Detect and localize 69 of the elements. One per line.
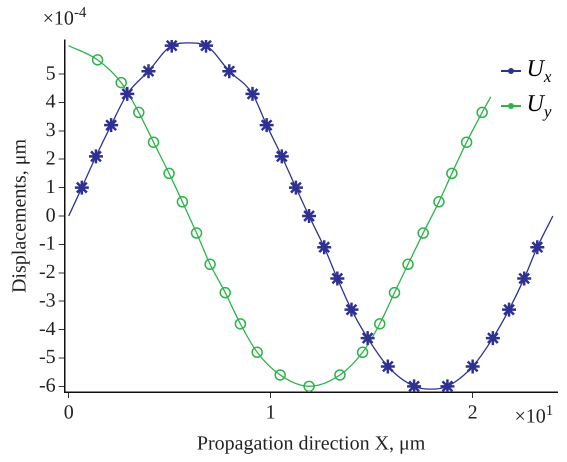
point bbox=[204, 258, 216, 270]
point bbox=[119, 86, 136, 102]
point bbox=[251, 346, 263, 358]
point bbox=[484, 330, 502, 346]
x-tick-label: 0 bbox=[64, 401, 74, 424]
y-tick-label: -5 bbox=[38, 346, 56, 368]
point bbox=[417, 227, 429, 239]
legend-label: U$_{x}$ bbox=[526, 56, 552, 87]
y-tick-label: -3 bbox=[38, 289, 56, 312]
point bbox=[334, 369, 346, 381]
y-tick-label: -2 bbox=[38, 261, 56, 284]
x-tick-label: 2 bbox=[468, 401, 478, 424]
point bbox=[92, 54, 104, 66]
point bbox=[388, 286, 400, 298]
text: ×10$^{-4}$ bbox=[42, 5, 86, 30]
point bbox=[356, 346, 368, 358]
y-tick-label: 4 bbox=[46, 90, 56, 113]
point bbox=[402, 258, 414, 270]
point bbox=[303, 380, 315, 392]
point bbox=[460, 136, 472, 148]
x-tick-label: 1 bbox=[266, 401, 276, 424]
point bbox=[529, 238, 546, 256]
point bbox=[163, 40, 180, 54]
text: ×10$^{1}$ bbox=[514, 403, 554, 428]
point bbox=[516, 270, 532, 287]
point bbox=[258, 116, 275, 134]
y-tick-label: 1 bbox=[46, 176, 56, 198]
x-axis-title: Propagation direction X, μm bbox=[196, 432, 426, 454]
y-tick-label: -6 bbox=[38, 374, 56, 397]
point bbox=[148, 136, 160, 148]
point bbox=[288, 179, 304, 196]
y-tick-label: 5 bbox=[46, 62, 56, 84]
point bbox=[329, 270, 346, 287]
point bbox=[300, 208, 318, 224]
point bbox=[464, 358, 481, 375]
y-tick-label: 0 bbox=[46, 204, 56, 226]
point bbox=[140, 62, 157, 80]
point bbox=[446, 168, 458, 180]
point bbox=[359, 330, 376, 346]
point bbox=[163, 168, 175, 180]
point bbox=[343, 301, 360, 318]
y-tick-label: 2 bbox=[46, 147, 56, 170]
point bbox=[476, 106, 488, 118]
point bbox=[274, 369, 286, 381]
point bbox=[244, 86, 261, 102]
point bbox=[439, 378, 456, 392]
point bbox=[88, 148, 104, 165]
point bbox=[316, 238, 332, 256]
point bbox=[234, 318, 246, 330]
point bbox=[380, 358, 396, 375]
point bbox=[433, 196, 445, 208]
y-tick-label: -4 bbox=[38, 318, 56, 340]
point bbox=[115, 76, 127, 88]
point bbox=[500, 301, 518, 318]
y-tick-label: -1 bbox=[38, 232, 56, 255]
point bbox=[198, 40, 214, 54]
point bbox=[74, 179, 90, 196]
point bbox=[219, 286, 231, 298]
point bbox=[406, 378, 422, 392]
legend-label: U$_{y}$ bbox=[526, 90, 552, 122]
point bbox=[374, 318, 386, 330]
y-tick-label: 3 bbox=[46, 119, 56, 142]
point bbox=[133, 106, 145, 118]
point bbox=[274, 148, 290, 165]
point bbox=[176, 196, 188, 208]
point bbox=[102, 116, 120, 134]
point bbox=[190, 227, 202, 239]
y-axis-title: Displacements, μm bbox=[8, 138, 30, 294]
point bbox=[221, 62, 238, 80]
